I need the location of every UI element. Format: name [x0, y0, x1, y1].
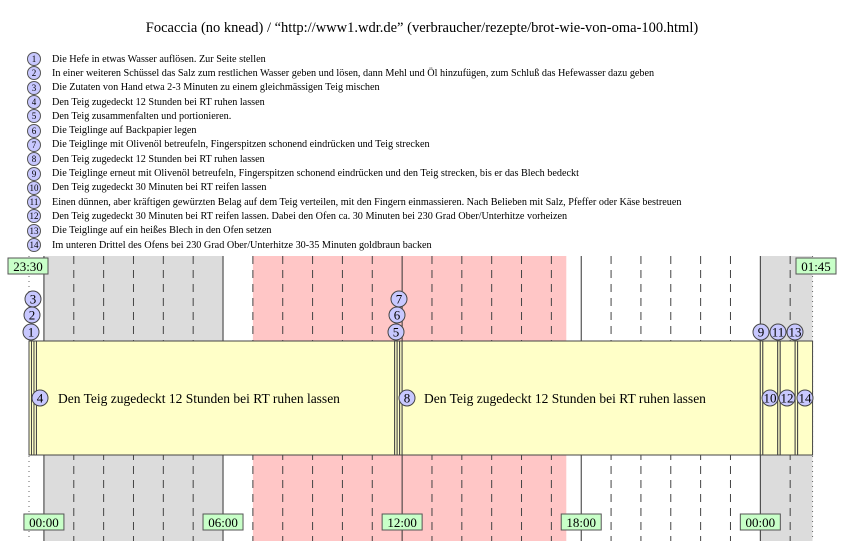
- step-text: Den Teig zusammenfalten und portionieren…: [52, 110, 232, 122]
- step-marker-label: 14: [799, 391, 813, 406]
- step-item: 13 Die Teiglinge auf ein heißes Blech in …: [27, 223, 681, 238]
- time-label: 01:45: [801, 259, 831, 274]
- step-marker: [761, 389, 779, 407]
- step-number-badge: 14: [27, 238, 41, 252]
- step-text: Die Teiglinge auf ein heißes Blech in de…: [52, 225, 272, 237]
- time-label-box: [23, 513, 65, 531]
- step-marker-label: 8: [404, 391, 411, 406]
- time-label: 00:00: [746, 515, 776, 530]
- step-item: 8 Den Teig zugedeckt 12 Stunden bei RT ru…: [27, 152, 681, 167]
- step-marker: [31, 389, 49, 407]
- time-label: 00:00: [29, 515, 59, 530]
- step-text: Einen dünnen, aber kräftigen gewürzten B…: [52, 196, 682, 208]
- time-label-box: [560, 513, 602, 531]
- step-text: Den Teig zugedeckt 30 Minuten bei RT rei…: [52, 210, 568, 222]
- step-number-badge: 6: [27, 123, 41, 138]
- step-text: Die Teiglinge auf Backpapier legen: [52, 125, 197, 137]
- step-text: Den Teig zugedeckt 30 Minuten bei RT rei…: [52, 182, 267, 194]
- step-list: 1 Die Hefe in etwas Wasser auflösen. Zur …: [27, 52, 681, 252]
- step-marker-label: 10: [764, 391, 777, 406]
- page-title: Focaccia (no knead) / “http://www1.wdr.d…: [145, 20, 699, 36]
- step-text: In einer weiteren Schüssel das Salz zum …: [52, 67, 655, 79]
- step-text: Die Hefe in etwas Wasser auflösen. Zur S…: [52, 53, 266, 65]
- step-item: 12 Den Teig zugedeckt 30 Minuten bei RT r…: [27, 209, 681, 224]
- step-marker: [786, 323, 804, 341]
- step-marker-label: 1: [28, 325, 35, 340]
- step-number-badge: 12: [27, 209, 41, 224]
- step-item: 3 Die Zutaten von Hand etwa 2-3 Minuten z…: [27, 80, 681, 95]
- step-marker: [769, 323, 787, 341]
- step-marker: [22, 323, 40, 341]
- step-number-badge: 8: [27, 152, 41, 167]
- time-label-box: [202, 513, 244, 531]
- step-marker-label: 5: [393, 325, 400, 340]
- step-item: 1 Die Hefe in etwas Wasser auflösen. Zur …: [27, 52, 681, 67]
- step-text: Die Zutaten von Hand etwa 2-3 Minuten zu…: [52, 82, 380, 94]
- time-label-box: [7, 257, 49, 275]
- step-item: 10 Den Teig zugedeckt 30 Minuten bei RT r…: [27, 180, 681, 195]
- step-number-badge: 9: [27, 166, 41, 181]
- step-marker: [24, 290, 42, 308]
- time-label-box: [381, 513, 423, 531]
- step-number-badge: 2: [27, 66, 41, 81]
- step-number-badge: 11: [27, 195, 41, 210]
- time-label: 06:00: [208, 515, 238, 530]
- step-marker-label: 11: [772, 325, 785, 340]
- step-text: Den Teig zugedeckt 12 Stunden bei RT ruh…: [52, 96, 265, 108]
- step-item: 7 Die Teiglinge mit Olivenöl betreufeln, …: [27, 137, 681, 152]
- step-text: Die Teiglinge erneut mit Olivenöl betreu…: [52, 168, 579, 180]
- step-number-badge: 1: [27, 52, 41, 67]
- step-item: 9 Die Teiglinge erneut mit Olivenöl betre…: [27, 166, 681, 181]
- step-number-badge: 7: [27, 137, 41, 152]
- step-marker-label: 13: [789, 325, 802, 340]
- step-marker-label: 12: [781, 391, 794, 406]
- step-marker-label: 2: [29, 308, 36, 323]
- time-label: 18:00: [566, 515, 596, 530]
- step-number-badge: 4: [27, 95, 41, 110]
- step-marker: [796, 389, 814, 407]
- bar-label: Den Teig zugedeckt 12 Stunden bei RT ruh…: [424, 391, 706, 406]
- step-marker: [752, 323, 770, 341]
- time-label-box: [795, 257, 837, 275]
- step-marker: [778, 389, 796, 407]
- step-marker-label: 7: [396, 292, 403, 307]
- step-text: Den Teig zugedeckt 12 Stunden bei RT ruh…: [52, 153, 265, 165]
- step-segment: [35, 340, 396, 456]
- step-marker-label: 6: [394, 308, 401, 323]
- step-number-badge: 5: [27, 109, 41, 124]
- step-item: 2 In einer weiteren Schüssel das Salz zum…: [27, 66, 681, 81]
- time-label-box: [739, 513, 781, 531]
- step-marker: [390, 290, 408, 308]
- step-text: Im unteren Drittel des Ofens bei 230 Gra…: [52, 239, 432, 251]
- step-number-badge: 13: [27, 223, 41, 238]
- step-number-badge: 10: [27, 180, 41, 195]
- step-marker-label: 3: [30, 292, 37, 307]
- step-item: 6 Die Teiglinge auf Backpapier legen: [27, 123, 681, 138]
- step-marker-label: 9: [758, 325, 765, 340]
- step-marker: [398, 389, 416, 407]
- step-item: 11 Einen dünnen, aber kräftigen gewürzten…: [27, 195, 682, 210]
- bar-label: Den Teig zugedeckt 12 Stunden bei RT ruh…: [58, 391, 340, 406]
- step-marker-label: 4: [37, 391, 44, 406]
- step-item: 4 Den Teig zugedeckt 12 Stunden bei RT ru…: [27, 95, 681, 110]
- step-marker: [387, 323, 405, 341]
- step-item: 5 Den Teig zusammenfalten und portioniere…: [27, 109, 681, 124]
- step-item: 14 Im unteren Drittel des Ofens bei 230 G…: [27, 238, 681, 252]
- step-number-badge: 3: [27, 80, 41, 95]
- time-label: 23:30: [13, 259, 43, 274]
- step-segment: [401, 340, 761, 456]
- step-text: Die Teiglinge mit Olivenöl betreufeln, F…: [52, 139, 430, 151]
- time-label: 12:00: [387, 515, 417, 530]
